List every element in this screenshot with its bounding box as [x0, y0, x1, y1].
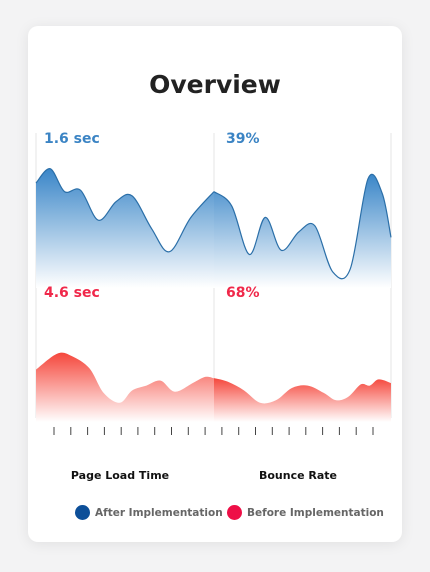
after-value-bounce-rate: 39% — [226, 131, 260, 147]
category-label-bounce-rate: Bounce Rate — [258, 469, 338, 482]
legend-before-dot — [227, 505, 242, 520]
after-line-segment-1 — [213, 173, 392, 280]
before-area-segment-1 — [214, 378, 391, 422]
legend-after-dot — [75, 505, 90, 520]
category-label-page-load: Page Load Time — [70, 469, 170, 482]
legend-after-label: After Implementation — [95, 506, 223, 519]
before-value-bounce-rate: 68% — [226, 285, 260, 301]
after-value-page-load: 1.6 sec — [44, 131, 100, 147]
legend-before[interactable]: Before Implementation — [227, 505, 384, 520]
after-area-segment-1 — [214, 174, 391, 288]
legend-before-label: Before Implementation — [247, 506, 384, 519]
before-value-page-load: 4.6 sec — [44, 285, 100, 301]
after-line-segment-0 — [35, 168, 215, 253]
legend-after[interactable]: After Implementation — [75, 505, 223, 520]
before-area-segment-0 — [36, 352, 214, 422]
overview-card: Overview 1.6 sec 39% 4.6 sec 68% Page Lo… — [28, 26, 402, 542]
after-area-segment-0 — [36, 168, 214, 288]
chart-plot — [35, 133, 392, 435]
chart-title: Overview — [149, 70, 281, 99]
